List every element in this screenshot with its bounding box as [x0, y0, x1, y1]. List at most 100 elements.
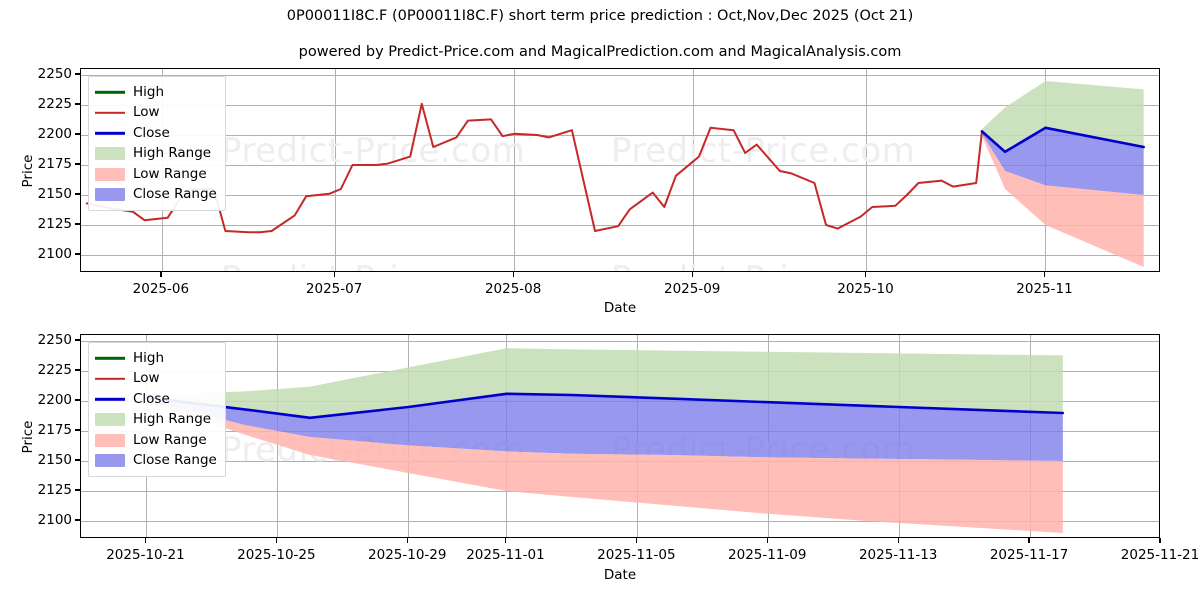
legend-item-low-range[interactable]: Low Range	[95, 164, 217, 185]
y-axis-tick-mark	[75, 193, 80, 195]
y-axis-tick-mark	[75, 133, 80, 135]
y-axis-tick-label: 2225	[37, 362, 72, 378]
legend-swatch-close-icon	[95, 127, 125, 140]
legend-item-low[interactable]: Low	[95, 369, 217, 390]
x-axis-tick-label: 2025-11	[1016, 281, 1073, 297]
x-axis-tick-mark	[766, 538, 768, 543]
legend-item-low[interactable]: Low	[95, 103, 217, 124]
y-axis-tick-mark	[75, 459, 80, 461]
legend-item-close[interactable]: Close	[95, 389, 217, 410]
y-axis-tick-label: 2175	[37, 422, 72, 438]
y-axis-tick-label: 2175	[37, 156, 72, 172]
series-line-close	[980, 126, 1145, 154]
legend-label: Low	[133, 370, 160, 386]
legend-line-glyph	[95, 377, 125, 380]
x-axis-tick-mark	[406, 538, 408, 543]
gridline-vertical	[514, 69, 516, 271]
legend-label: High	[133, 349, 165, 366]
band-high-range	[146, 348, 1063, 418]
x-axis-tick-label: 2025-09	[663, 281, 721, 297]
x-axis-tick-mark	[1028, 538, 1030, 543]
y-axis-tick-label: 2150	[37, 186, 72, 202]
band-high-range	[981, 81, 1144, 152]
x-axis-tick-label: 2025-10-21	[106, 547, 185, 563]
legend-swatch-high-icon	[95, 352, 125, 365]
detail-x-axis-label: Date	[603, 567, 637, 583]
legend-item-close[interactable]: Close	[95, 123, 217, 144]
gridline-horizontal	[81, 75, 1159, 76]
legend-line-glyph	[95, 91, 125, 94]
legend-item-close-range[interactable]: Close Range	[95, 185, 217, 206]
legend-line-glyph	[95, 357, 125, 360]
y-axis-tick-label: 2225	[37, 96, 72, 112]
gridline-horizontal	[81, 135, 1159, 136]
legend-label: Close Range	[133, 452, 217, 468]
y-axis-tick-mark	[75, 339, 80, 341]
y-axis-tick-mark	[75, 73, 80, 75]
x-axis-tick-mark	[897, 538, 899, 543]
detail-y-axis-label: Price	[20, 420, 36, 454]
legend-swatch-high-range-icon	[95, 413, 125, 427]
legend-swatch-close-range-icon	[95, 188, 125, 202]
gridline-horizontal	[81, 165, 1159, 166]
legend-swatch-low-icon	[95, 372, 125, 385]
x-axis-tick-mark	[512, 272, 514, 277]
band-low-range	[981, 133, 1144, 267]
legend-label: Low Range	[133, 431, 207, 448]
gridline-horizontal	[81, 195, 1159, 196]
legend-swatch-high-icon	[95, 86, 125, 99]
legend-label: Low Range	[133, 165, 207, 182]
y-axis-tick-mark	[75, 429, 80, 431]
x-axis-tick-label: 2025-11-21	[1120, 547, 1200, 563]
chart-legend: High Low Close High Range Low Range Close Ran…	[88, 76, 226, 211]
x-axis-tick-label: 2025-11-09	[728, 547, 807, 563]
legend-item-high[interactable]: High	[95, 348, 217, 369]
y-axis-tick-label: 2200	[37, 392, 72, 408]
y-axis-tick-label: 2250	[37, 332, 72, 348]
y-axis-tick-label: 2200	[37, 126, 72, 142]
legend-label: Close	[133, 390, 170, 407]
x-axis-tick-label: 2025-11-17	[989, 547, 1069, 563]
band-close-range	[146, 393, 1063, 461]
x-axis-tick-mark	[635, 538, 638, 543]
legend-label: Low	[133, 104, 160, 120]
chart-legend: High Low Close High Range Low Range Close Ran…	[88, 342, 226, 477]
legend-item-high-range[interactable]: High Range	[95, 144, 217, 165]
x-axis-tick-label: 2025-10-25	[237, 547, 316, 563]
y-axis-tick-label: 2250	[37, 66, 72, 82]
y-axis-tick-mark	[75, 163, 80, 165]
band-close-range	[981, 127, 1144, 195]
y-axis-tick-label: 2100	[37, 512, 72, 528]
x-axis-tick-label: 2025-06	[132, 281, 190, 297]
legend-label: High Range	[133, 145, 212, 161]
x-axis-tick-mark	[160, 272, 162, 277]
legend-label: High	[133, 83, 165, 100]
legend-item-low-range[interactable]: Low Range	[95, 430, 217, 451]
legend-item-high[interactable]: High	[95, 82, 217, 103]
legend-swatch-low-range-icon	[95, 167, 125, 181]
legend-swatch-low-icon	[95, 106, 125, 119]
legend-label: Close Range	[133, 186, 217, 202]
legend-item-high-range[interactable]: High Range	[95, 410, 217, 431]
y-axis-tick-mark	[75, 103, 80, 105]
x-axis-tick-label: 2025-11-05	[597, 547, 676, 563]
x-axis-tick-label: 2025-11-13	[858, 547, 938, 563]
legend-item-close-range[interactable]: Close Range	[95, 451, 217, 472]
x-axis-tick-mark	[1043, 272, 1046, 277]
legend-label: High Range	[133, 411, 212, 427]
gridline-horizontal	[81, 105, 1159, 106]
y-axis-tick-mark	[75, 489, 80, 491]
series-line-low	[85, 102, 983, 234]
x-axis-tick-mark	[691, 272, 693, 277]
gridline-vertical	[335, 69, 337, 271]
y-axis-tick-label: 2150	[37, 452, 72, 468]
overview-x-axis-label: Date	[603, 300, 637, 316]
x-axis-tick-mark	[333, 272, 335, 277]
page-subtitle: powered by Predict-Price.com and Magical…	[298, 44, 902, 60]
x-axis-tick-mark	[504, 538, 507, 543]
gridline-horizontal	[81, 225, 1159, 226]
gridline-vertical	[866, 69, 868, 271]
legend-swatch-close-icon	[95, 393, 125, 406]
series-layer	[145, 348, 1065, 533]
x-axis-tick-label: 2025-11-01	[466, 547, 545, 563]
